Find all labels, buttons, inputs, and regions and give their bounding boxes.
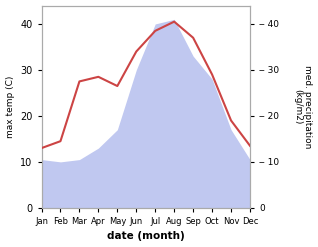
Y-axis label: max temp (C): max temp (C)	[5, 76, 15, 138]
X-axis label: date (month): date (month)	[107, 231, 185, 242]
Y-axis label: med. precipitation
(kg/m2): med. precipitation (kg/m2)	[293, 65, 313, 148]
